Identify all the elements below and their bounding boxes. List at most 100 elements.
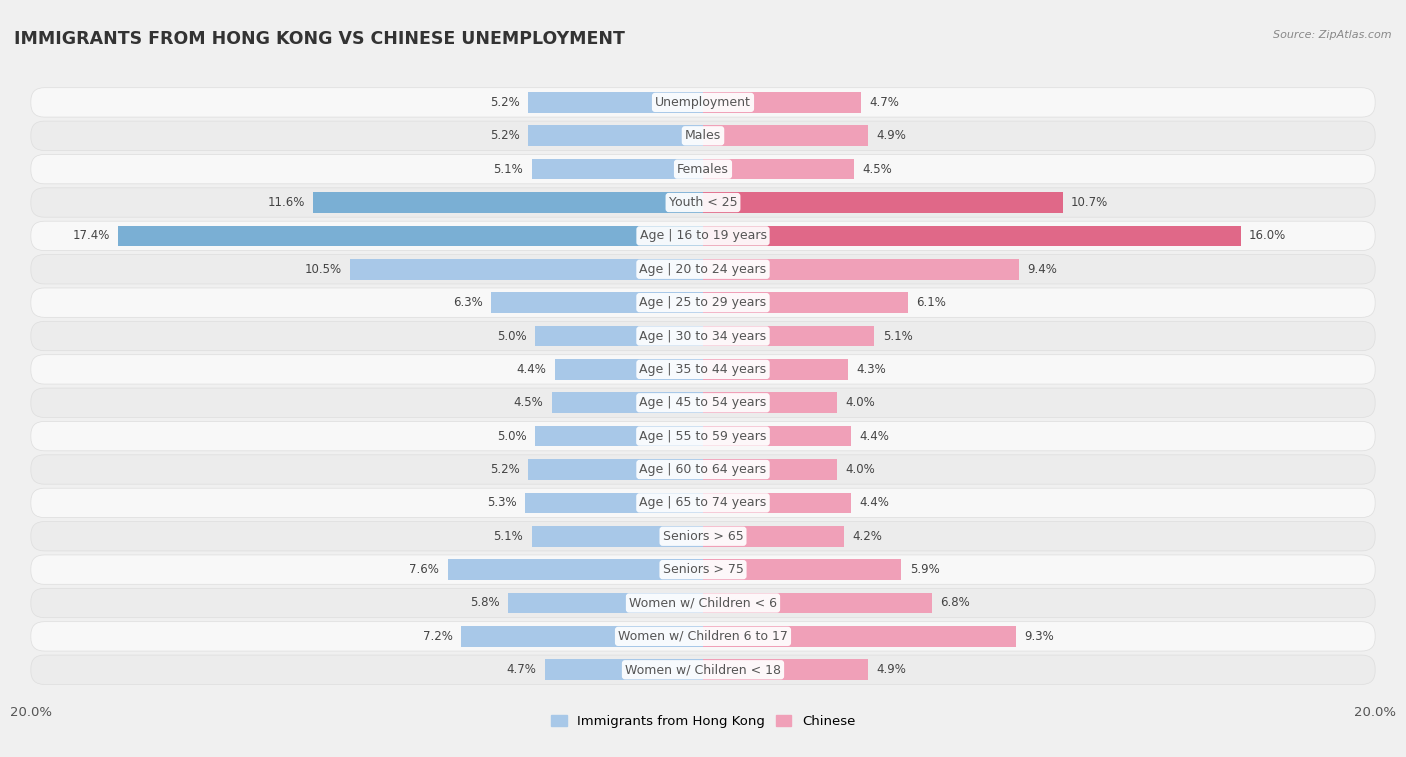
Bar [703, 192, 1063, 213]
Bar [118, 226, 703, 246]
Bar [555, 359, 703, 380]
Text: 5.1%: 5.1% [494, 163, 523, 176]
Text: 4.9%: 4.9% [876, 663, 905, 676]
Text: 4.7%: 4.7% [506, 663, 537, 676]
FancyBboxPatch shape [31, 188, 1375, 217]
Bar [508, 593, 703, 613]
Text: Age | 20 to 24 years: Age | 20 to 24 years [640, 263, 766, 276]
Text: Females: Females [678, 163, 728, 176]
Text: Seniors > 65: Seniors > 65 [662, 530, 744, 543]
Text: 10.7%: 10.7% [1071, 196, 1108, 209]
Text: 4.0%: 4.0% [846, 396, 876, 410]
Bar [703, 292, 908, 313]
FancyBboxPatch shape [31, 321, 1375, 350]
Text: Youth < 25: Youth < 25 [669, 196, 737, 209]
FancyBboxPatch shape [31, 121, 1375, 151]
Text: 4.4%: 4.4% [859, 497, 889, 509]
Text: 4.4%: 4.4% [517, 363, 547, 376]
Text: Women w/ Children < 6: Women w/ Children < 6 [628, 597, 778, 609]
Text: Males: Males [685, 129, 721, 142]
Text: 4.9%: 4.9% [876, 129, 905, 142]
Text: 4.5%: 4.5% [863, 163, 893, 176]
Bar [529, 126, 703, 146]
FancyBboxPatch shape [31, 288, 1375, 317]
Text: 5.1%: 5.1% [494, 530, 523, 543]
Bar [703, 626, 1015, 646]
Legend: Immigrants from Hong Kong, Chinese: Immigrants from Hong Kong, Chinese [546, 710, 860, 734]
Text: Age | 16 to 19 years: Age | 16 to 19 years [640, 229, 766, 242]
Bar [703, 226, 1240, 246]
Text: 6.1%: 6.1% [917, 296, 946, 309]
Text: 6.8%: 6.8% [941, 597, 970, 609]
Text: Source: ZipAtlas.com: Source: ZipAtlas.com [1274, 30, 1392, 40]
Bar [447, 559, 703, 580]
Text: 5.3%: 5.3% [486, 497, 516, 509]
Bar [703, 493, 851, 513]
Text: Age | 60 to 64 years: Age | 60 to 64 years [640, 463, 766, 476]
Text: Age | 30 to 34 years: Age | 30 to 34 years [640, 329, 766, 342]
Text: Age | 65 to 74 years: Age | 65 to 74 years [640, 497, 766, 509]
Text: 11.6%: 11.6% [267, 196, 305, 209]
Text: Seniors > 75: Seniors > 75 [662, 563, 744, 576]
Bar [314, 192, 703, 213]
Text: 6.3%: 6.3% [453, 296, 482, 309]
Text: IMMIGRANTS FROM HONG KONG VS CHINESE UNEMPLOYMENT: IMMIGRANTS FROM HONG KONG VS CHINESE UNE… [14, 30, 624, 48]
Text: 4.5%: 4.5% [513, 396, 543, 410]
Bar [703, 392, 838, 413]
Text: Women w/ Children 6 to 17: Women w/ Children 6 to 17 [619, 630, 787, 643]
Bar [703, 92, 860, 113]
Text: 17.4%: 17.4% [73, 229, 110, 242]
Bar [531, 159, 703, 179]
FancyBboxPatch shape [31, 422, 1375, 451]
Bar [703, 559, 901, 580]
FancyBboxPatch shape [31, 221, 1375, 251]
FancyBboxPatch shape [31, 655, 1375, 684]
Bar [529, 459, 703, 480]
FancyBboxPatch shape [31, 488, 1375, 518]
Text: 9.4%: 9.4% [1028, 263, 1057, 276]
Text: 5.0%: 5.0% [496, 430, 527, 443]
Bar [350, 259, 703, 279]
Text: 5.9%: 5.9% [910, 563, 939, 576]
Text: Age | 35 to 44 years: Age | 35 to 44 years [640, 363, 766, 376]
Text: 4.7%: 4.7% [869, 96, 900, 109]
FancyBboxPatch shape [31, 588, 1375, 618]
Bar [703, 259, 1019, 279]
Bar [524, 493, 703, 513]
Text: 4.4%: 4.4% [859, 430, 889, 443]
Text: 7.2%: 7.2% [423, 630, 453, 643]
Text: 5.2%: 5.2% [491, 129, 520, 142]
Bar [703, 659, 868, 680]
Text: 10.5%: 10.5% [305, 263, 342, 276]
Text: 4.3%: 4.3% [856, 363, 886, 376]
Bar [703, 159, 855, 179]
Text: 7.6%: 7.6% [409, 563, 439, 576]
FancyBboxPatch shape [31, 455, 1375, 484]
Text: Age | 25 to 29 years: Age | 25 to 29 years [640, 296, 766, 309]
FancyBboxPatch shape [31, 154, 1375, 184]
Bar [461, 626, 703, 646]
Bar [703, 126, 868, 146]
Bar [703, 425, 851, 447]
FancyBboxPatch shape [31, 88, 1375, 117]
Text: 5.2%: 5.2% [491, 96, 520, 109]
FancyBboxPatch shape [31, 388, 1375, 417]
Bar [531, 526, 703, 547]
Bar [703, 326, 875, 347]
Bar [491, 292, 703, 313]
Bar [546, 659, 703, 680]
Bar [703, 593, 932, 613]
Bar [529, 92, 703, 113]
FancyBboxPatch shape [31, 254, 1375, 284]
FancyBboxPatch shape [31, 621, 1375, 651]
Bar [534, 326, 703, 347]
Text: 9.3%: 9.3% [1024, 630, 1053, 643]
Bar [534, 425, 703, 447]
Text: 5.8%: 5.8% [470, 597, 499, 609]
Text: Age | 45 to 54 years: Age | 45 to 54 years [640, 396, 766, 410]
Text: 16.0%: 16.0% [1249, 229, 1286, 242]
FancyBboxPatch shape [31, 555, 1375, 584]
Text: 5.1%: 5.1% [883, 329, 912, 342]
Text: 4.0%: 4.0% [846, 463, 876, 476]
Text: Women w/ Children < 18: Women w/ Children < 18 [626, 663, 780, 676]
